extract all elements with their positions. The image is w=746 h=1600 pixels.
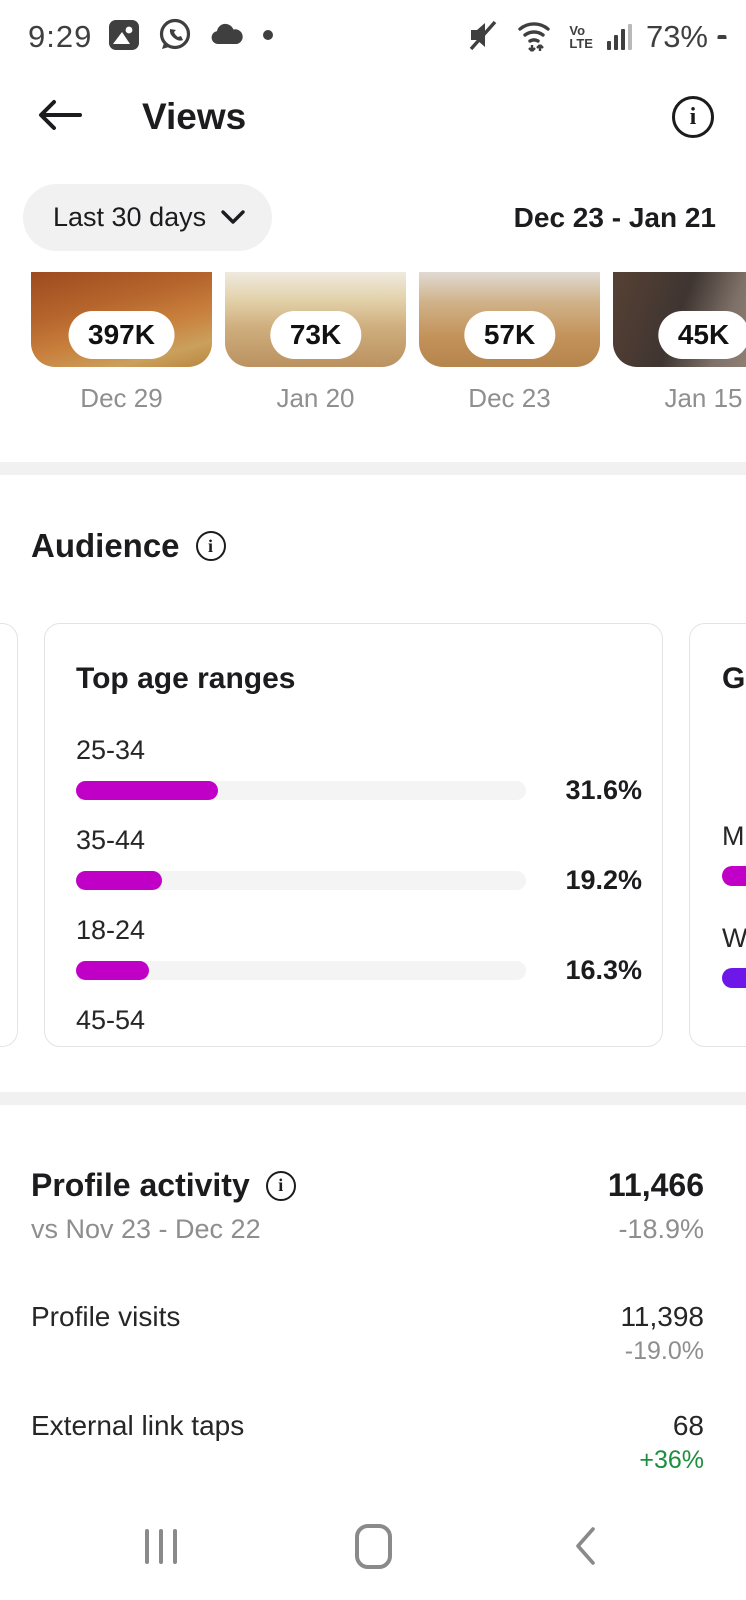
back-arrow-icon[interactable] bbox=[36, 97, 84, 138]
age-range-label: 45-54 bbox=[76, 1005, 146, 1035]
age-range-row: 18-24 16.3% bbox=[76, 914, 642, 986]
age-range-row: 45-54 11.9% bbox=[76, 1004, 642, 1047]
post-thumbnail[interactable]: 397K Dec 29 bbox=[31, 272, 212, 414]
post-thumbnail[interactable]: 73K Jan 20 bbox=[225, 272, 406, 414]
views-count-badge: 397K bbox=[68, 311, 175, 359]
audience-title: Audience bbox=[31, 527, 180, 564]
age-bar-track bbox=[76, 871, 526, 890]
section-divider bbox=[0, 1092, 746, 1105]
profile-activity-info-icon[interactable]: i bbox=[265, 1170, 296, 1201]
date-range-text: Dec 23 - Jan 21 bbox=[513, 201, 716, 233]
gallery-icon bbox=[106, 17, 142, 58]
post-image[interactable]: 73K bbox=[225, 272, 406, 367]
total-delta: -18.9% bbox=[618, 1214, 704, 1244]
age-percent-value: 11.9% bbox=[526, 1045, 642, 1047]
home-icon[interactable] bbox=[351, 1522, 395, 1570]
age-percent-value: 31.6% bbox=[565, 775, 642, 805]
metric-value: 11,398 bbox=[620, 1301, 704, 1332]
nav-back-icon[interactable] bbox=[563, 1522, 607, 1570]
cloud-icon bbox=[208, 20, 246, 55]
battery-percent: 73% bbox=[645, 19, 708, 54]
audience-info-icon[interactable]: i bbox=[195, 531, 226, 561]
age-bar-fill bbox=[76, 961, 150, 980]
post-image[interactable]: 57K bbox=[419, 272, 600, 367]
gender-card-title: G bbox=[722, 662, 746, 695]
metric-row: Profile visits 11,398 bbox=[31, 1301, 704, 1333]
range-label: Last 30 days bbox=[53, 202, 207, 232]
age-bar-fill bbox=[76, 871, 163, 890]
metric-delta: -19.0% bbox=[624, 1337, 704, 1365]
metric-label: External link taps bbox=[31, 1410, 245, 1441]
gender-legend-item: M bbox=[722, 820, 746, 886]
metric-value: 68 bbox=[672, 1410, 704, 1441]
filter-row: Last 30 days Dec 23 - Jan 21 bbox=[23, 184, 716, 251]
post-date: Jan 20 bbox=[276, 383, 355, 413]
android-nav-bar bbox=[0, 1492, 746, 1600]
age-bar-fill bbox=[76, 781, 219, 800]
age-percent-value: 16.3% bbox=[565, 955, 642, 985]
age-range-row: 25-34 31.6% bbox=[76, 734, 642, 806]
wifi-icon bbox=[515, 17, 555, 58]
gender-card[interactable]: G M W bbox=[689, 623, 746, 1047]
views-count-badge: 57K bbox=[463, 311, 556, 359]
status-bar: 9:29 Vo LTE 73% bbox=[0, 0, 746, 62]
age-bar-track bbox=[76, 961, 526, 980]
views-count-badge: 45K bbox=[657, 311, 746, 359]
date-range-selector[interactable]: Last 30 days bbox=[23, 184, 273, 251]
chevron-down-icon bbox=[220, 202, 246, 233]
gender-legend-swatch bbox=[722, 866, 746, 886]
age-range-label: 35-44 bbox=[76, 825, 146, 855]
age-bar-track bbox=[76, 781, 526, 800]
top-posts-carousel[interactable]: 397K Dec 29 73K Jan 20 57K Dec 23 45K Ja… bbox=[0, 272, 746, 414]
age-card-title: Top age ranges bbox=[76, 662, 296, 695]
audience-cards-carousel[interactable]: Top age ranges 25-34 31.6% 35-44 19.2% bbox=[0, 623, 746, 1047]
profile-activity-section: Profile activity i 11,466 vs Nov 23 - De… bbox=[31, 1167, 704, 1475]
gender-legend-label: M bbox=[722, 821, 745, 851]
gender-legend-swatch bbox=[722, 968, 746, 988]
mute-icon bbox=[465, 18, 501, 57]
post-date: Dec 29 bbox=[80, 383, 163, 413]
whatsapp-icon bbox=[156, 16, 194, 59]
metric-label: Profile visits bbox=[31, 1301, 181, 1332]
gender-legend-item: W bbox=[722, 922, 746, 988]
previous-card-edge bbox=[0, 623, 18, 1047]
post-thumbnail[interactable]: 57K Dec 23 bbox=[419, 272, 600, 414]
notification-dot-icon bbox=[260, 27, 276, 48]
comparison-period: vs Nov 23 - Dec 22 bbox=[31, 1214, 261, 1244]
age-percent-value: 19.2% bbox=[565, 865, 642, 895]
age-range-row: 35-44 19.2% bbox=[76, 824, 642, 896]
post-date: Jan 15 bbox=[664, 383, 743, 413]
clock: 9:29 bbox=[28, 19, 93, 54]
post-thumbnail[interactable]: 45K Jan 15 bbox=[613, 272, 746, 414]
metric-delta: +36% bbox=[639, 1446, 704, 1474]
top-age-ranges-card[interactable]: Top age ranges 25-34 31.6% 35-44 19.2% bbox=[44, 623, 663, 1047]
age-range-label: 25-34 bbox=[76, 735, 146, 765]
post-image[interactable]: 45K bbox=[613, 272, 746, 367]
header: Views i bbox=[0, 62, 746, 144]
section-divider bbox=[0, 462, 746, 475]
volte-label: Vo LTE bbox=[569, 23, 593, 51]
post-date: Dec 23 bbox=[468, 383, 551, 413]
recents-icon[interactable] bbox=[139, 1522, 183, 1570]
signal-icon bbox=[606, 24, 632, 50]
views-count-badge: 73K bbox=[269, 311, 362, 359]
metric-row: External link taps 68 bbox=[31, 1410, 704, 1442]
age-range-label: 18-24 bbox=[76, 915, 146, 945]
profile-activity-total: 11,466 bbox=[607, 1167, 704, 1203]
gender-legend-label: W bbox=[722, 923, 746, 953]
profile-activity-title: Profile activity bbox=[31, 1167, 250, 1203]
post-image[interactable]: 397K bbox=[31, 272, 212, 367]
audience-section-header: Audience i bbox=[31, 527, 715, 565]
info-icon[interactable]: i bbox=[672, 96, 714, 138]
page-title: Views bbox=[142, 96, 247, 137]
